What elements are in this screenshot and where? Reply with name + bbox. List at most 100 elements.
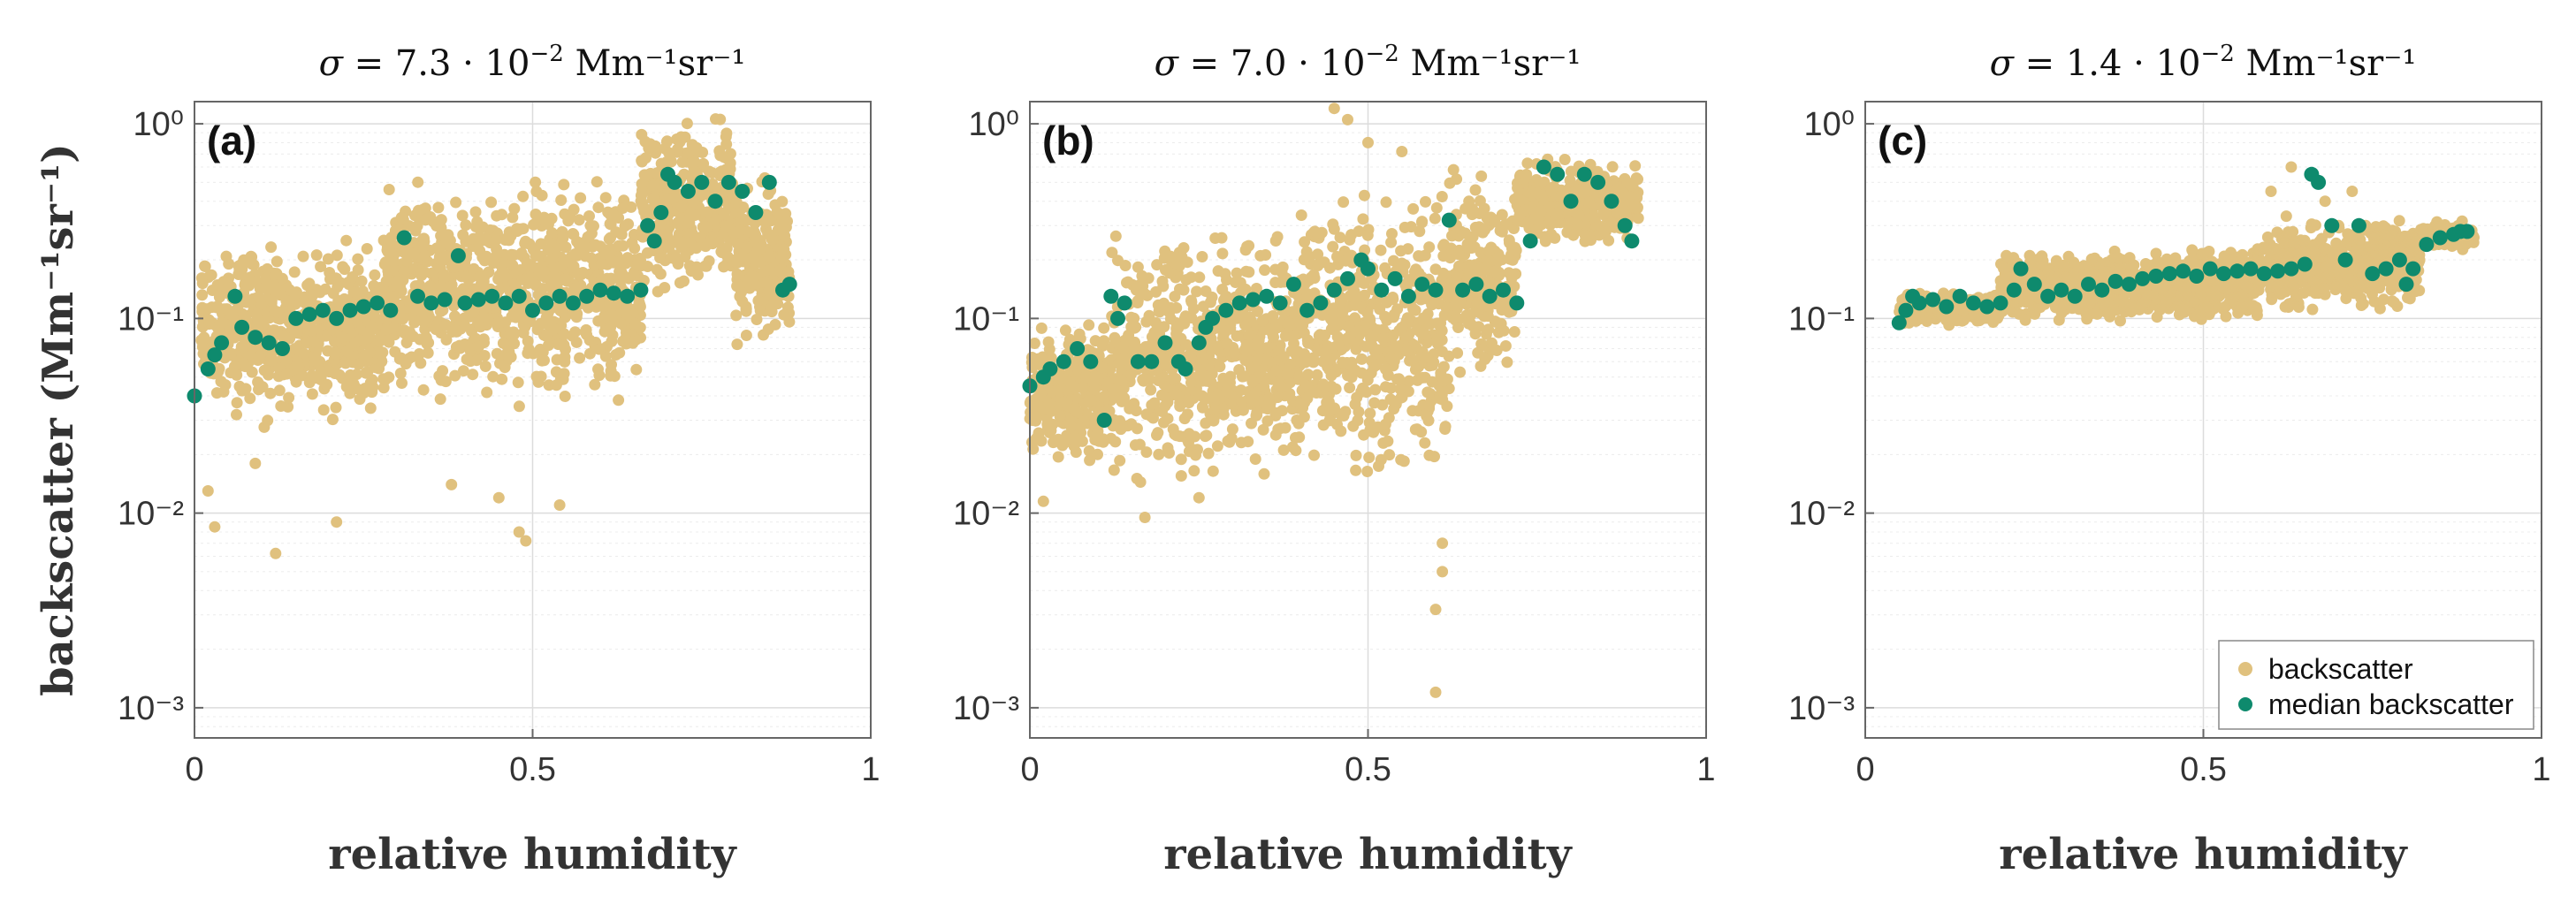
panel-b-backscatter-point bbox=[1373, 460, 1384, 472]
panel-a-backscatter-point bbox=[545, 227, 558, 239]
panel-b-backscatter-point bbox=[1240, 265, 1253, 277]
panel-b-backscatter-point bbox=[1046, 385, 1058, 398]
panel-b-y-tick-label: 10⁻² bbox=[953, 496, 1019, 533]
panel-b-backscatter-point bbox=[1361, 229, 1374, 241]
panel-a-backscatter-point bbox=[501, 232, 514, 244]
panel-b-backscatter-point bbox=[1140, 315, 1153, 328]
panel-b-backscatter-point bbox=[1355, 353, 1368, 365]
panel-b-backscatter-point bbox=[1375, 244, 1387, 256]
panel-b-median-point bbox=[1096, 413, 1112, 428]
panel-b-backscatter-outlier bbox=[1092, 448, 1103, 460]
panel-a-backscatter-point bbox=[196, 277, 209, 290]
panel-b-backscatter-point bbox=[1479, 224, 1491, 236]
panel-b-backscatter-point bbox=[1407, 202, 1420, 215]
panel-a-backscatter-point bbox=[394, 368, 407, 379]
panel-b-backscatter-point bbox=[1327, 218, 1339, 231]
panel-b-backscatter-point bbox=[1140, 446, 1153, 459]
panel-b-backscatter-point bbox=[1376, 332, 1389, 345]
panel-a-backscatter-point bbox=[769, 318, 781, 331]
panel-b-backscatter-point bbox=[1243, 329, 1255, 341]
panel-a-backscatter-point bbox=[383, 184, 395, 195]
panel-a-backscatter-point bbox=[246, 258, 258, 270]
panel-a-backscatter-point bbox=[545, 212, 558, 224]
panel-b-backscatter-point bbox=[1070, 446, 1082, 459]
panel-a-backscatter-point bbox=[293, 361, 305, 373]
panel-c-title-value: = 1.4 · 10 bbox=[2014, 43, 2201, 84]
panel-a-x-tick-label: 0 bbox=[185, 751, 203, 788]
panel-a-backscatter-point bbox=[706, 167, 719, 179]
panel-b-backscatter-point bbox=[1430, 335, 1443, 347]
panel-a-backscatter-point bbox=[362, 332, 374, 345]
panel-a-backscatter-point bbox=[440, 334, 453, 346]
panel-a-backscatter-point bbox=[289, 343, 301, 355]
panel-a-backscatter-point bbox=[240, 309, 252, 322]
panel-b-backscatter-outlier bbox=[1437, 566, 1449, 578]
panel-b-backscatter-point bbox=[1109, 436, 1122, 448]
panel-b-backscatter-point bbox=[1212, 265, 1224, 277]
panel-b-backscatter-point bbox=[1160, 358, 1172, 370]
panel-a-backscatter-point bbox=[532, 376, 545, 388]
panel-a-backscatter-point bbox=[474, 321, 486, 333]
panel-a-median-point bbox=[301, 307, 317, 323]
panel-a-backscatter-point bbox=[590, 239, 602, 251]
panel-b-backscatter-point bbox=[1621, 177, 1634, 189]
panel-b-backscatter-point bbox=[1207, 465, 1219, 477]
panel-a-backscatter-point bbox=[271, 268, 283, 280]
panel-b-backscatter-point bbox=[1344, 382, 1356, 394]
panel-b-backscatter-point bbox=[1550, 209, 1561, 221]
panel-b-backscatter-outlier bbox=[1362, 136, 1374, 148]
panel-a-backscatter-point bbox=[456, 209, 469, 222]
panel-a-backscatter-point bbox=[517, 327, 530, 339]
panel-b-backscatter-point bbox=[1147, 412, 1159, 424]
panel-a-backscatter-point bbox=[521, 257, 533, 270]
panel-a-backscatter-point bbox=[536, 189, 548, 201]
panel-a-backscatter-point bbox=[271, 306, 284, 318]
panel-b-backscatter-point bbox=[1125, 311, 1138, 323]
panel-a-backscatter-point bbox=[615, 228, 628, 240]
panel-b-backscatter-point bbox=[1475, 170, 1488, 182]
panel-a-backscatter-point bbox=[579, 326, 591, 338]
panel-b-xlabel: relative humidity bbox=[1163, 830, 1574, 879]
panel-a-backscatter-point bbox=[491, 243, 503, 255]
panel-b-backscatter-point bbox=[1226, 423, 1238, 436]
panel-b-median-point bbox=[1563, 194, 1579, 209]
panel-b-backscatter-point bbox=[1388, 395, 1400, 407]
panel-b-backscatter-point bbox=[1240, 339, 1253, 352]
panel-b-backscatter-point bbox=[1350, 449, 1362, 461]
panel-a-backscatter-point bbox=[537, 265, 550, 277]
panel-b-backscatter-point bbox=[1258, 467, 1270, 480]
panel-a-backscatter-point bbox=[621, 308, 632, 320]
panel-b-backscatter-point bbox=[1096, 361, 1109, 374]
panel-a-backscatter-point bbox=[615, 317, 627, 330]
panel-a-backscatter-point bbox=[283, 391, 295, 404]
panel-b-median-point bbox=[1624, 233, 1640, 249]
panel-a-backscatter-point bbox=[413, 348, 425, 360]
panel-a-backscatter-point bbox=[342, 322, 354, 334]
panel-a-backscatter-point bbox=[639, 135, 652, 148]
panel-a-backscatter-point bbox=[530, 176, 542, 188]
panel-b-backscatter-point bbox=[1530, 187, 1543, 199]
panel-b-backscatter-point bbox=[1271, 231, 1284, 243]
panel-b-backscatter-point bbox=[1231, 330, 1243, 342]
panel-b-backscatter-outlier bbox=[1429, 604, 1442, 616]
panel-b-backscatter-point bbox=[1462, 241, 1475, 254]
panel-a-backscatter-point bbox=[651, 263, 663, 276]
panel-b-backscatter-point bbox=[1071, 406, 1083, 418]
panel-a-median-point bbox=[680, 184, 696, 199]
panel-a-backscatter-point bbox=[467, 369, 479, 381]
panel-a-backscatter-point bbox=[487, 257, 499, 269]
panel-a-backscatter-point bbox=[352, 264, 364, 276]
panel-a-backscatter-point bbox=[411, 220, 423, 232]
panel-b-backscatter-point bbox=[1133, 438, 1146, 451]
panel-a-backscatter-point bbox=[699, 260, 712, 272]
panel-b-backscatter-point bbox=[1092, 433, 1104, 445]
panel-a-backscatter-point bbox=[321, 378, 333, 391]
panel-b-backscatter-point bbox=[1312, 248, 1324, 261]
panel-b-backscatter-point bbox=[1214, 361, 1226, 373]
panel-a-backscatter-point bbox=[599, 192, 612, 204]
panel-a-backscatter-point bbox=[714, 113, 727, 125]
panel-b-backscatter-point bbox=[1191, 285, 1203, 298]
panel-a-median-point bbox=[261, 335, 277, 351]
panel-b-backscatter-point bbox=[1052, 451, 1064, 463]
panel-a-backscatter-point bbox=[700, 221, 713, 233]
